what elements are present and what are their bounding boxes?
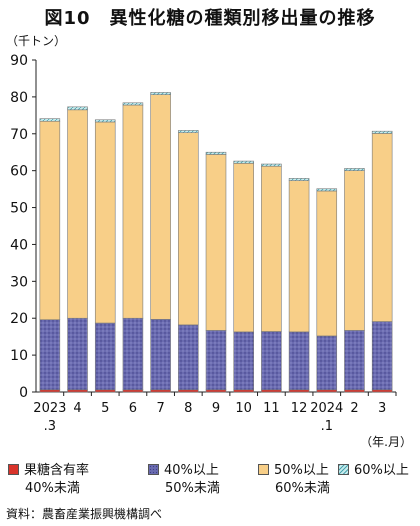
y-tick-label: 60 <box>10 164 28 180</box>
bar-segment-1 <box>233 389 254 393</box>
bar-segment-1 <box>344 389 365 393</box>
x-tick-label: 7 <box>156 401 164 416</box>
x-tick-label: 5 <box>101 401 109 416</box>
x-tick-label: 2024 <box>310 401 343 416</box>
bar-segment-1 <box>261 389 282 393</box>
legend-item-4: 60%以上 <box>338 462 409 480</box>
legend-swatch <box>148 464 159 475</box>
legend-item-3: 50%以上 60%未満 <box>258 462 330 498</box>
bar-segment-3 <box>150 94 171 320</box>
y-tick-label: 30 <box>10 274 28 290</box>
bar-segment-1 <box>316 389 338 393</box>
bar-segment-3 <box>233 162 254 333</box>
bar-segment-3 <box>39 120 61 320</box>
bar-segment-2 <box>67 317 88 391</box>
bar-segment-4 <box>344 168 365 171</box>
x-tick-label: 6 <box>129 401 137 416</box>
y-tick-label: 20 <box>10 311 28 327</box>
y-tick-label: 0 <box>19 385 28 401</box>
bar-segment-3 <box>261 165 282 332</box>
bar-segment-2 <box>178 324 199 391</box>
bar-segment-3 <box>371 133 393 322</box>
bar-segment-2 <box>261 331 282 391</box>
legend-item-2: 40%以上 50%未満 <box>148 462 220 498</box>
source-note: 資料：農畜産業振興機構調べ <box>6 507 163 521</box>
x-tick-label: 9 <box>212 401 220 416</box>
legend-label-line2: 60%未満 <box>275 481 330 496</box>
bar-segment-1 <box>288 389 310 393</box>
chart-plot: （千トン） 0 10 20 30 40 50 60 70 80 90 2023 .3 4 5 6 7 8 9 10 11… <box>6 34 412 449</box>
x-tick-label: 3 <box>378 401 386 416</box>
legend-label-line2: 40%未満 <box>25 481 80 496</box>
x-tick-label: 11 <box>263 401 280 416</box>
y-tick-label: 80 <box>10 90 28 106</box>
x-tick-label: 4 <box>73 401 81 416</box>
chart-title: 図10 異性化糖の種類別移出量の推移 <box>44 8 376 29</box>
x-tick-label: .1 <box>321 419 333 434</box>
x-tick-label: 2023 <box>33 401 66 416</box>
bar-segment-2 <box>316 335 338 391</box>
bar-segment-1 <box>122 389 144 393</box>
bar-segment-4 <box>233 160 254 164</box>
legend: 果糖含有率 40%未満 40%以上 50%未満 50%以上 60%未満 60%以上 <box>8 462 420 502</box>
x-tick-label: .3 <box>44 419 56 434</box>
bar-segment-1 <box>39 389 61 393</box>
y-tick-label: 10 <box>10 348 28 364</box>
y-tick-label: 40 <box>10 237 28 253</box>
x-tick-label: 10 <box>235 401 252 416</box>
bar-segment-2 <box>122 317 144 391</box>
y-tick-label: 90 <box>10 53 28 69</box>
bar-segment-2 <box>205 330 227 391</box>
legend-swatch <box>8 464 19 475</box>
bar-segment-1 <box>67 389 88 393</box>
legend-swatch <box>258 464 269 475</box>
bar-segment-3 <box>122 104 144 319</box>
bar-segment-3 <box>344 170 365 331</box>
legend-label-line1: 40%以上 <box>164 463 219 478</box>
legend-label-line1: 果糖含有率 <box>24 463 90 478</box>
bar-segment-3 <box>205 154 227 331</box>
bar-segment-2 <box>344 330 365 391</box>
bar-segment-4 <box>288 178 310 181</box>
legend-label-line1: 50%以上 <box>274 463 329 478</box>
x-tick-label: 12 <box>291 401 308 416</box>
y-tick-label: 70 <box>10 127 28 143</box>
bar-segment-1 <box>205 389 227 393</box>
bar-segment-4 <box>371 130 393 134</box>
bar-segment-3 <box>67 109 88 319</box>
bar-segment-4 <box>205 151 227 155</box>
bar-segment-2 <box>39 319 61 391</box>
bar-segment-1 <box>94 389 116 393</box>
bar-segment-3 <box>316 190 338 337</box>
bar-segment-3 <box>178 132 199 326</box>
legend-label-line2: 50%未満 <box>165 481 220 496</box>
bar-segment-4 <box>67 106 88 111</box>
x-tick-label: 2 <box>350 401 358 416</box>
bar-segment-3 <box>94 121 116 324</box>
bar-segment-1 <box>178 389 199 393</box>
legend-item-1: 果糖含有率 40%未満 <box>8 462 89 498</box>
legend-label-line1: 60%以上 <box>354 463 409 478</box>
bar-segment-2 <box>371 321 393 391</box>
bar-segment-1 <box>150 389 171 393</box>
bar-segment-2 <box>233 331 254 391</box>
x-tick-label: 8 <box>184 401 192 416</box>
legend-swatch <box>338 464 349 475</box>
bar-segment-2 <box>288 331 310 391</box>
bar-segment-3 <box>288 180 310 333</box>
bar-segment-2 <box>94 322 116 391</box>
bar-segment-4 <box>178 130 199 133</box>
bar-segment-4 <box>39 118 61 122</box>
bar-segment-2 <box>150 319 171 391</box>
y-tick-label: 50 <box>10 201 28 217</box>
bar-segment-1 <box>371 389 393 393</box>
bar-segment-4 <box>316 188 338 192</box>
bar-segment-4 <box>150 92 171 95</box>
x-axis-label: （年.月） <box>360 435 412 449</box>
bar-segment-4 <box>94 119 116 123</box>
bar-segment-4 <box>122 102 144 106</box>
y-axis-label: （千トン） <box>6 34 66 48</box>
bar-segment-4 <box>261 163 282 167</box>
